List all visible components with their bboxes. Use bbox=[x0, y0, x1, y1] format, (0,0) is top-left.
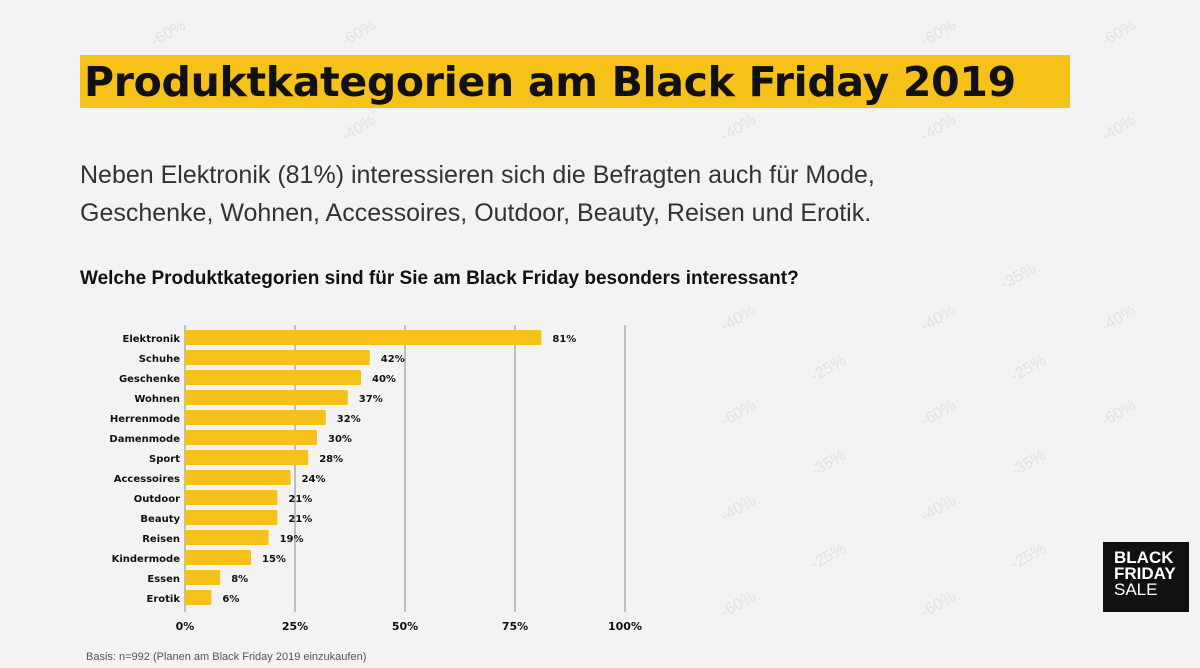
logo-line-1: BLACK bbox=[1114, 548, 1174, 567]
bar bbox=[185, 450, 309, 465]
category-label: Outdoor bbox=[134, 494, 180, 505]
category-label: Schuhe bbox=[139, 354, 180, 365]
basis-note: Basis: n=992 (Planen am Black Friday 201… bbox=[86, 651, 367, 663]
value-label: 37% bbox=[359, 394, 383, 405]
value-label: 21% bbox=[288, 514, 312, 525]
value-label: 30% bbox=[328, 434, 352, 445]
category-label: Sport bbox=[149, 454, 180, 465]
category-label: Erotik bbox=[147, 594, 181, 605]
value-label: 19% bbox=[280, 534, 304, 545]
subtitle-line-2: Geschenke, Wohnen, Accessoires, Outdoor,… bbox=[80, 199, 872, 227]
value-label: 40% bbox=[372, 374, 396, 385]
value-label: 28% bbox=[319, 454, 343, 465]
value-label: 24% bbox=[302, 474, 326, 485]
category-label: Essen bbox=[147, 574, 180, 585]
value-label: 21% bbox=[288, 494, 312, 505]
bar bbox=[185, 350, 370, 365]
value-label: 32% bbox=[337, 414, 361, 425]
category-label: Damenmode bbox=[109, 434, 180, 445]
x-tick-label: 25% bbox=[282, 620, 308, 633]
bar bbox=[185, 510, 278, 525]
value-label: 15% bbox=[262, 554, 286, 565]
logo-line-3: SALE bbox=[1114, 580, 1158, 599]
category-label: Beauty bbox=[140, 514, 180, 525]
category-label: Geschenke bbox=[119, 374, 180, 385]
category-label: Elektronik bbox=[123, 334, 181, 345]
x-tick-label: 0% bbox=[176, 620, 195, 633]
bar bbox=[185, 490, 278, 505]
value-label: 6% bbox=[222, 594, 239, 605]
bar bbox=[185, 470, 291, 485]
bar bbox=[185, 570, 221, 585]
bar bbox=[185, 390, 348, 405]
bar bbox=[185, 590, 212, 605]
chart-question: Welche Produktkategorien sind für Sie am… bbox=[80, 268, 799, 289]
x-tick-label: 100% bbox=[608, 620, 642, 633]
x-tick-label: 75% bbox=[502, 620, 528, 633]
bar bbox=[185, 330, 542, 345]
value-label: 8% bbox=[231, 574, 248, 585]
category-label: Wohnen bbox=[134, 394, 180, 405]
category-label: Reisen bbox=[142, 534, 180, 545]
bar bbox=[185, 370, 361, 385]
bar bbox=[185, 550, 251, 565]
title-banner: Produktkategorien am Black Friday 2019 bbox=[80, 55, 1070, 108]
category-label: Herrenmode bbox=[110, 414, 180, 425]
bar bbox=[185, 410, 326, 425]
subtitle-line-1: Neben Elektronik (81%) interessieren sic… bbox=[80, 161, 875, 189]
bar bbox=[185, 430, 317, 445]
x-tick-label: 50% bbox=[392, 620, 418, 633]
subtitle: Neben Elektronik (81%) interessieren sic… bbox=[80, 156, 1140, 232]
value-label: 81% bbox=[552, 334, 576, 345]
value-label: 42% bbox=[381, 354, 405, 365]
logo-line-2: FRIDAY bbox=[1114, 564, 1176, 583]
bar bbox=[185, 530, 269, 545]
page-title: Produktkategorien am Black Friday 2019 bbox=[84, 58, 1016, 106]
category-label: Kindermode bbox=[112, 554, 181, 565]
black-friday-sale-logo: BLACK FRIDAY SALE bbox=[1103, 542, 1189, 612]
category-label: Accessoires bbox=[114, 474, 180, 485]
